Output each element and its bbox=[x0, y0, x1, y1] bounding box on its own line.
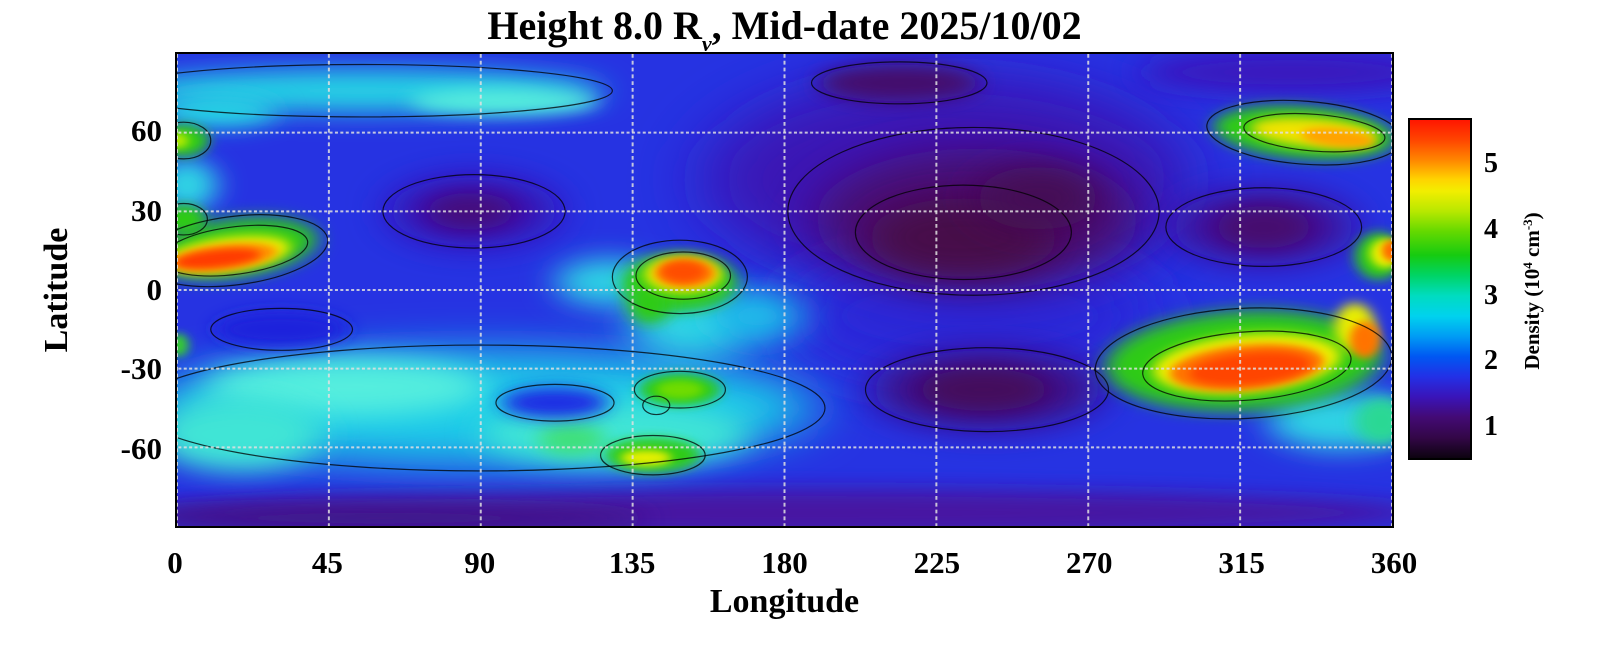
x-tick-label: 135 bbox=[608, 545, 656, 580]
x-tick-label: 225 bbox=[913, 545, 961, 580]
y-tick-label: -30 bbox=[120, 351, 162, 387]
contour-line bbox=[636, 252, 731, 299]
x-tick-label: 180 bbox=[761, 545, 808, 580]
density-blob bbox=[177, 132, 189, 149]
y-axis-label: Latitude bbox=[38, 227, 75, 353]
density-blob bbox=[1381, 240, 1392, 262]
colorbar-label-units: cm bbox=[1520, 230, 1544, 263]
density-blob bbox=[177, 248, 261, 269]
density-blob bbox=[1138, 54, 1392, 94]
density-blob bbox=[177, 505, 650, 526]
contour-line bbox=[788, 127, 1159, 295]
density-blob bbox=[177, 158, 218, 212]
colorbar-label-prefix: Density (10 bbox=[1520, 268, 1544, 370]
contour-line bbox=[1166, 188, 1362, 267]
colorbar-tick-label: 1 bbox=[1484, 411, 1498, 443]
y-tick-label: 30 bbox=[131, 192, 162, 228]
contour-line bbox=[1241, 109, 1387, 157]
x-tick-label: 270 bbox=[1066, 545, 1113, 580]
colorbar-label-exponent2: -3 bbox=[1520, 219, 1535, 231]
contour-line bbox=[177, 203, 207, 234]
x-axis-label: Longitude bbox=[709, 583, 860, 620]
density-blob bbox=[818, 64, 981, 102]
contour-line bbox=[1138, 324, 1355, 409]
density-blob bbox=[1216, 206, 1311, 249]
contour-line bbox=[177, 64, 612, 116]
density-heatmap bbox=[177, 54, 1392, 526]
x-tick-label: 90 bbox=[464, 545, 496, 580]
colorbar-label-exponent: 4 bbox=[1520, 262, 1535, 269]
colorbar-tick-label: 4 bbox=[1484, 213, 1498, 245]
density-blob bbox=[214, 310, 350, 348]
colorbar bbox=[1408, 118, 1472, 460]
x-tick-label: 45 bbox=[311, 545, 343, 580]
contour-line bbox=[177, 204, 335, 297]
x-tick-label: 315 bbox=[1218, 545, 1265, 580]
map-plot-area bbox=[175, 52, 1394, 528]
contour-line bbox=[211, 308, 353, 350]
plot-title: Height 8.0 Rv, Mid-date 2025/10/02 bbox=[175, 2, 1394, 57]
contour-line bbox=[1203, 93, 1392, 171]
y-tick-label: 60 bbox=[131, 113, 162, 149]
density-blob bbox=[538, 423, 606, 456]
colorbar-tick-label: 5 bbox=[1484, 148, 1498, 180]
colorbar-label-suffix: ) bbox=[1520, 212, 1544, 220]
title-suffix: , Mid-date 2025/10/02 bbox=[711, 3, 1082, 48]
contour-line bbox=[812, 62, 988, 104]
density-blob bbox=[656, 380, 704, 399]
colorbar-tick-label: 2 bbox=[1484, 345, 1498, 377]
density-blob bbox=[710, 290, 805, 343]
x-tick-label: 0 bbox=[167, 545, 183, 580]
contour-line bbox=[177, 217, 313, 284]
contour-line bbox=[634, 371, 725, 408]
contour-line bbox=[855, 185, 1071, 279]
density-blob bbox=[501, 387, 609, 419]
colorbar-tick-label: 3 bbox=[1484, 279, 1498, 311]
contour-line bbox=[496, 384, 614, 421]
density-blob bbox=[1354, 397, 1392, 445]
contour-line bbox=[643, 396, 670, 414]
contour-line bbox=[612, 240, 747, 313]
density-blob bbox=[627, 282, 672, 325]
contour-line bbox=[866, 348, 1109, 432]
contour-line bbox=[383, 175, 565, 248]
contour-line bbox=[177, 122, 211, 159]
density-blob bbox=[177, 95, 279, 128]
x-tick-label: 360 bbox=[1370, 545, 1418, 580]
density-blob bbox=[919, 368, 1048, 411]
title-subscript: v bbox=[701, 31, 712, 56]
density-blob bbox=[177, 397, 323, 471]
density-blob bbox=[661, 261, 706, 283]
density-blob bbox=[409, 88, 599, 115]
title-prefix: Height 8.0 R bbox=[487, 3, 702, 48]
colorbar-label: Density (104 cm-3) bbox=[1520, 91, 1550, 491]
y-tick-label: 0 bbox=[146, 272, 163, 307]
y-tick-label: -60 bbox=[120, 430, 162, 466]
density-blob bbox=[177, 333, 189, 357]
